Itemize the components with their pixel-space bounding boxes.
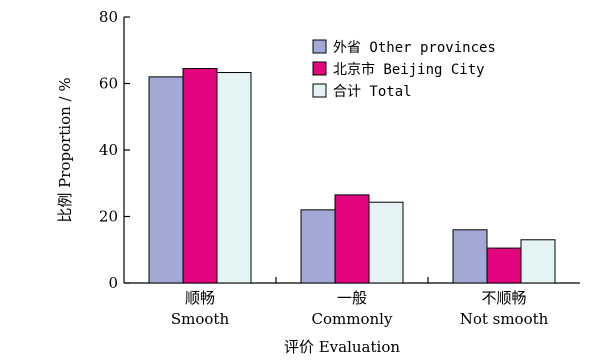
x-axis-title: 评价 Evaluation (284, 338, 400, 356)
y-tick-label: 80 (99, 8, 118, 26)
legend-swatch (312, 39, 327, 54)
legend-label: 外省 Other provinces (333, 40, 496, 56)
bar-other-provinces (300, 209, 336, 284)
legend-swatch (312, 61, 327, 76)
bar-total (216, 72, 252, 284)
legend-swatch (312, 83, 327, 98)
legend-label: 北京市 Beijing City (333, 61, 485, 78)
bar-other-provinces (148, 76, 184, 284)
x-tick-label-en: Smooth (171, 310, 230, 328)
x-tick-label-zh: 顺畅 (185, 289, 215, 307)
category-labels: 顺畅 Smooth 一般 Commonly 不顺畅 Not smooth (171, 289, 549, 328)
x-tick-label-en: Not smooth (460, 310, 549, 328)
y-tick-label: 0 (108, 274, 118, 292)
y-tick-label: 60 (99, 75, 118, 93)
y-tick-label: 20 (99, 208, 118, 226)
legend-label: 合计 Total (333, 84, 412, 100)
y-tick-label: 40 (99, 141, 118, 159)
bar-beijing-city (486, 247, 522, 284)
x-tick-label-zh: 一般 (337, 289, 367, 307)
y-axis-title: 比例 Proportion / % (56, 77, 74, 222)
legend: 外省 Other provinces 北京市 Beijing City 合计 Tot… (312, 39, 496, 100)
y-axis: 0 20 40 60 80 (99, 8, 130, 292)
bars (148, 68, 556, 284)
bar-beijing-city (182, 68, 218, 284)
bar-other-provinces (452, 229, 488, 284)
x-tick-label-zh: 不顺畅 (481, 289, 526, 307)
x-tick-label-en: Commonly (312, 310, 393, 328)
bar-total (520, 239, 556, 284)
bar-beijing-city (334, 194, 370, 284)
bar-total (368, 201, 404, 284)
